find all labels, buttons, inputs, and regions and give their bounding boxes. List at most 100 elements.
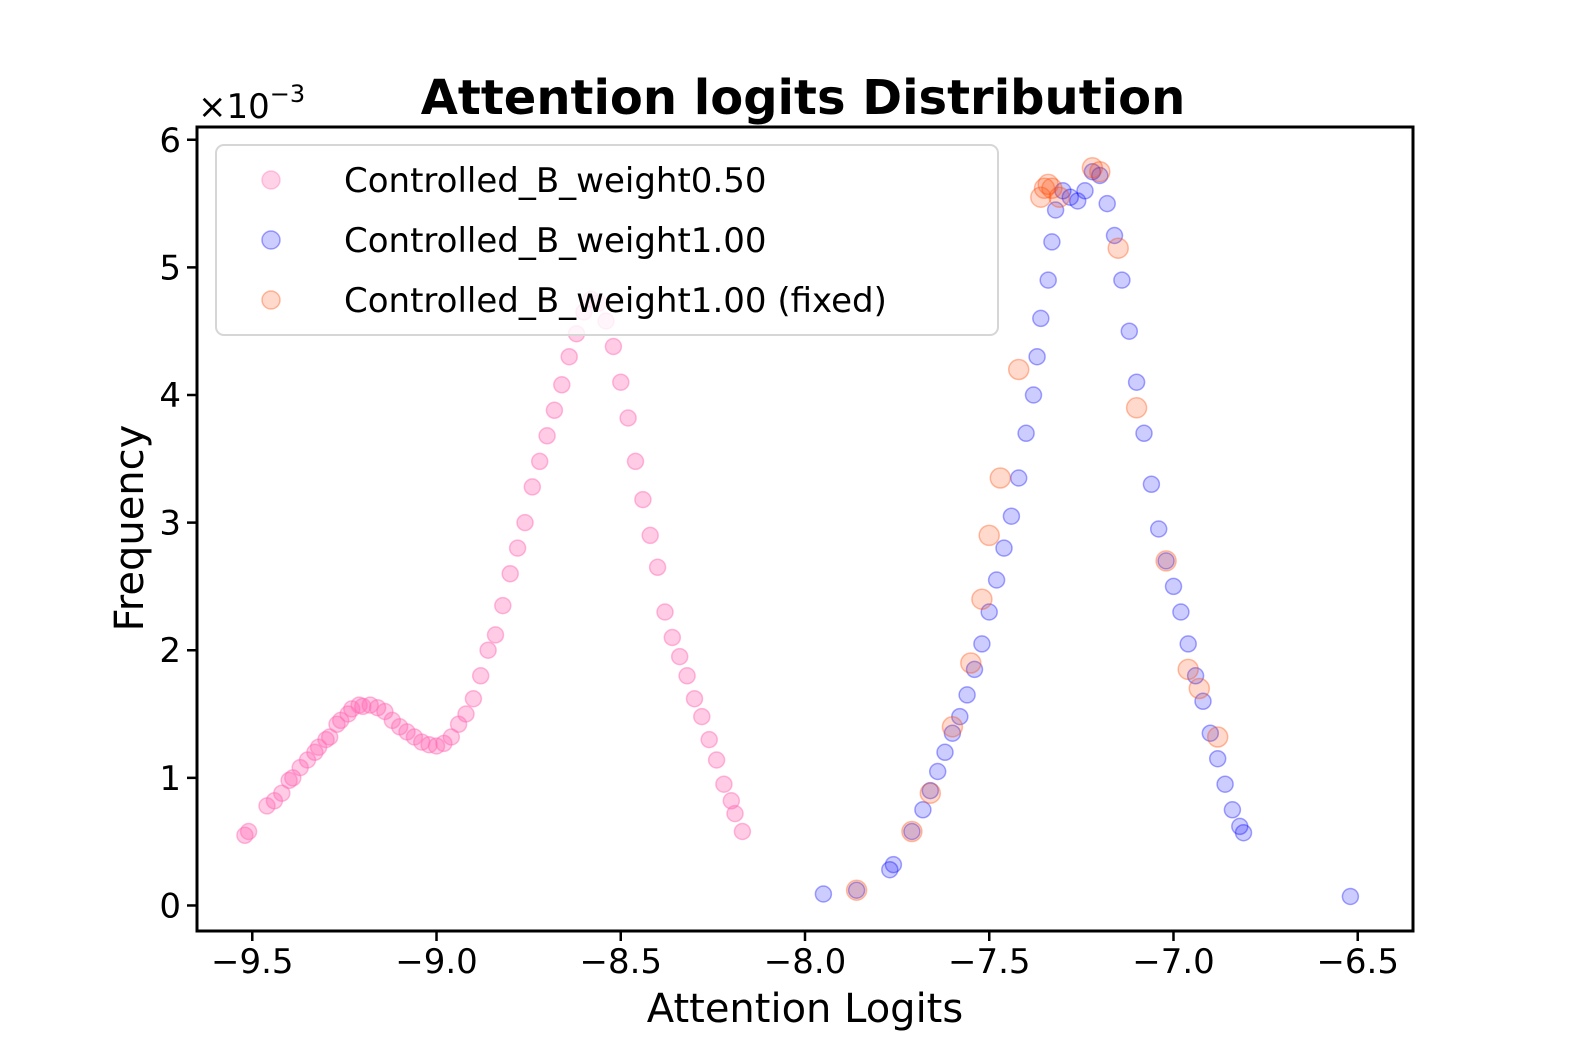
data-points (236, 157, 1360, 906)
series-2-point (881, 860, 899, 879)
series-1-point (258, 797, 276, 815)
series-1-point (306, 743, 324, 762)
series-2-point (1061, 188, 1080, 206)
series-1-point (508, 539, 527, 557)
series-2-point (1135, 424, 1153, 443)
series-1-point (685, 689, 704, 708)
series-2-point (1149, 520, 1168, 538)
series-1-point (361, 696, 379, 714)
legend-marker (261, 170, 281, 190)
series-1-point (678, 667, 696, 685)
series-1-point (670, 647, 689, 666)
series-2-point (1028, 347, 1046, 366)
series-1-point (339, 705, 357, 723)
legend-label: Controlled_B_weight1.00 (344, 221, 767, 261)
series-2-point (995, 539, 1013, 557)
series-1-point (715, 775, 733, 793)
series-1-point (236, 826, 254, 845)
series-1-point (457, 705, 475, 723)
series-1-point (486, 626, 505, 644)
x-tick-label: −6.5 (1316, 942, 1399, 982)
series-1-point (553, 376, 571, 394)
series-1-point (328, 715, 346, 734)
y-tick-label: 4 (159, 376, 181, 416)
series-1 (236, 290, 752, 845)
y-tick-label: 3 (159, 504, 181, 544)
series-3-point (1037, 173, 1059, 196)
series-2-point (1043, 233, 1061, 251)
series-1-point (442, 728, 461, 746)
series-2-point (1113, 271, 1131, 289)
series-2-point (1091, 166, 1109, 185)
series-1-point (693, 707, 711, 726)
series-3-point (1177, 658, 1199, 681)
series-2-point (1127, 373, 1146, 391)
series-3-point (978, 524, 1000, 547)
series-1-point (420, 735, 438, 754)
series-2-point (1046, 201, 1065, 219)
series-2-point (1223, 801, 1242, 819)
series-1-point (368, 698, 387, 717)
series-2-point (1179, 635, 1197, 653)
series-2-point (921, 781, 940, 800)
series-2-point (1186, 667, 1205, 685)
series-1-point (538, 427, 556, 445)
series-3-point (989, 467, 1012, 489)
series-1-point (516, 513, 534, 532)
series-2-point (814, 885, 833, 903)
series-3-point (960, 652, 982, 674)
series-2-point (1009, 469, 1028, 487)
series-1-point (523, 478, 542, 496)
series-1-point (309, 738, 328, 756)
series-2-point (973, 635, 991, 653)
series-3-point (1155, 550, 1177, 572)
series-1-point (656, 603, 674, 621)
series-2-point (951, 707, 969, 726)
series-1-point (626, 452, 645, 471)
series-1-point (427, 737, 446, 755)
series-2-point (1105, 226, 1124, 245)
series-2-point (1054, 182, 1072, 200)
series-1-point (383, 711, 402, 730)
series-2 (814, 162, 1360, 906)
series-2-point (884, 855, 903, 874)
series-3-point (1007, 358, 1030, 381)
legend-label: Controlled_B_weight0.50 (344, 161, 767, 201)
y-tick-label: 6 (159, 121, 181, 161)
series-1-point (435, 734, 453, 753)
y-offset-label: ×10−3 (198, 80, 305, 127)
series-2-point (1068, 192, 1087, 210)
series-1-point (612, 373, 630, 391)
series-1-point (545, 401, 564, 420)
series-2-point (1194, 692, 1212, 711)
y-tick-label: 1 (159, 759, 181, 799)
series-1-point (398, 723, 416, 741)
series-2-point (1098, 194, 1116, 213)
series-3 (845, 157, 1229, 901)
x-tick-label: −9.5 (211, 942, 294, 982)
chart-title: Attention logits Distribution (421, 70, 1186, 126)
series-1-point (320, 728, 339, 746)
series-2-point (1231, 817, 1249, 836)
series-2-point (1157, 552, 1175, 570)
series-2-point (965, 660, 984, 679)
y-axis-label: Frequency (107, 425, 153, 632)
series-2-point (1039, 271, 1057, 289)
series-3-point (1188, 677, 1211, 700)
series-1-point (376, 702, 394, 721)
y-axis: 0 1 2 3 4 5 6 (159, 121, 197, 926)
series-1-point (280, 771, 298, 790)
series-3-point (1033, 177, 1056, 200)
series-2-point (1216, 775, 1234, 793)
series-3-point (971, 588, 993, 610)
series-3-point (1206, 726, 1229, 748)
y-tick-label: 0 (159, 886, 181, 926)
series-1-point (390, 718, 409, 736)
series-1-point (449, 715, 468, 734)
series-3-point (1030, 186, 1052, 208)
series-3-point (1125, 397, 1148, 419)
series-2-point (847, 881, 866, 899)
series-1-point (317, 730, 335, 749)
legend-label: Controlled_B_weight1.00 (fixed) (344, 281, 887, 321)
series-1-point (405, 728, 424, 746)
